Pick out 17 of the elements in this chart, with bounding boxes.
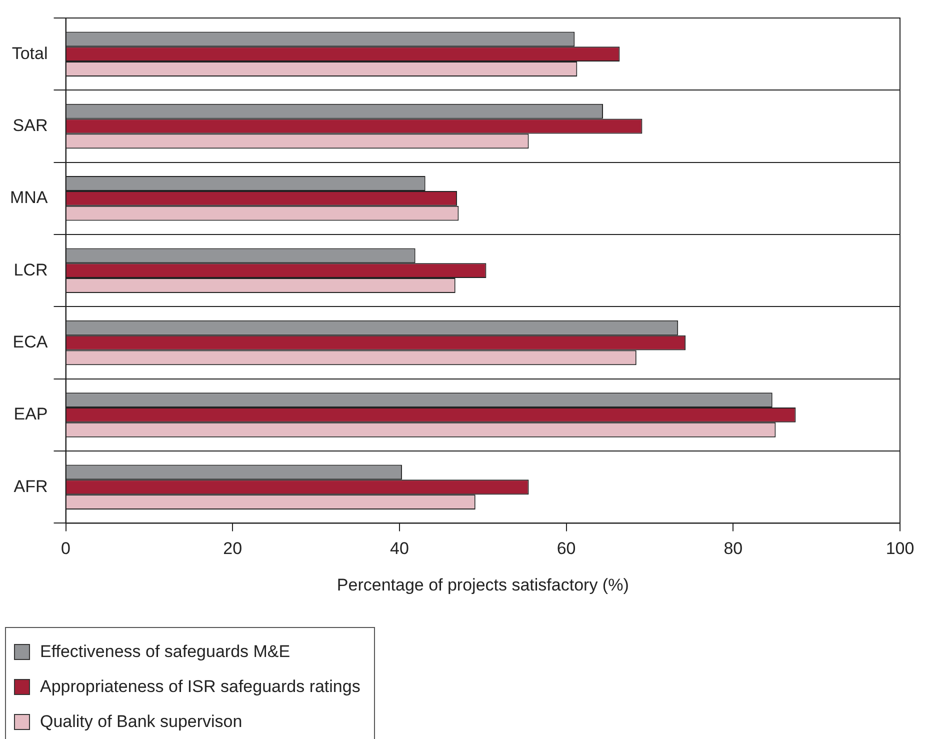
y-tick-label: Total: [12, 44, 48, 63]
x-tick-label: 80: [724, 539, 743, 558]
x-tick-label: 60: [556, 539, 576, 558]
x-tick-label: 40: [390, 539, 409, 558]
y-tick-label: SAR: [12, 116, 48, 135]
y-tick-label: ECA: [12, 332, 48, 352]
x-tick-label: 0: [61, 539, 71, 558]
x-tick-label: 20: [223, 539, 242, 558]
legend-label: Effectiveness of safeguards M&E: [40, 642, 290, 662]
x-tick-label: 100: [886, 539, 914, 558]
y-tick-label: EAP: [14, 404, 48, 424]
y-tick-label: MNA: [10, 188, 48, 208]
y-tick-label: AFR: [14, 476, 48, 496]
legend-label: Quality of Bank supervison: [40, 712, 242, 732]
y-tick-label: LCR: [14, 260, 48, 280]
x-axis-title: Percentage of projects satisfactory (%): [336, 575, 629, 594]
legend-label: Appropriateness of ISR safeguards ratings: [40, 676, 360, 696]
